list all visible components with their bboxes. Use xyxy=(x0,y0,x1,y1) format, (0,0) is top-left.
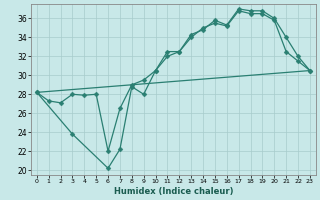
X-axis label: Humidex (Indice chaleur): Humidex (Indice chaleur) xyxy=(114,187,233,196)
